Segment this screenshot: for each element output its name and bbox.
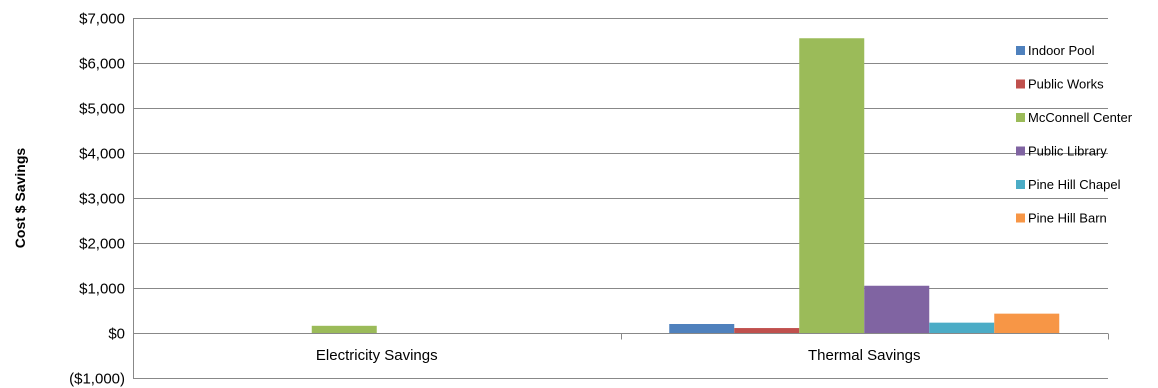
legend: Indoor Pool Public Works McConnell Center P…	[1016, 43, 1133, 226]
legend-swatch	[1016, 46, 1025, 55]
legend-label: Public Works	[1028, 77, 1104, 92]
legend-label: Public Library	[1028, 144, 1107, 159]
bar-mcconnell-center	[311, 325, 377, 333]
legend-swatch	[1016, 146, 1025, 156]
y-tick-label: $1,000	[79, 281, 125, 298]
y-axis-title: Cost $ Savings	[12, 148, 28, 249]
y-tick-label: ($1,000)	[69, 371, 125, 388]
bar-indoor-pool	[669, 324, 735, 333]
legend-swatch	[1016, 79, 1025, 89]
y-tick-label: $4,000	[79, 146, 125, 163]
y-tick-label: $5,000	[79, 101, 125, 118]
y-tick-label: $7,000	[79, 11, 125, 28]
legend-label: Indoor Pool	[1028, 43, 1095, 58]
legend-label: McConnell Center	[1028, 110, 1133, 125]
bar-pine-hill-barn	[994, 313, 1060, 333]
legend-label: Pine Hill Chapel	[1028, 177, 1121, 192]
category-labels: Electricity Savings Thermal Savings	[316, 347, 921, 364]
x-category-label: Electricity Savings	[316, 347, 438, 364]
bar-pine-hill-chapel	[929, 322, 995, 333]
x-category-label: Thermal Savings	[808, 347, 921, 364]
bar-public-library	[864, 285, 930, 333]
bars	[311, 38, 1060, 333]
y-tick-labels: ($1,000) $0 $1,000 $2,000 $3,000 $4,000 $5,000…	[69, 11, 125, 388]
y-tick-label: $6,000	[79, 56, 125, 73]
legend-swatch	[1016, 213, 1025, 223]
y-tick-label: $3,000	[79, 191, 125, 208]
axes	[133, 18, 1109, 378]
legend-swatch	[1016, 180, 1025, 189]
y-tick-label: $2,000	[79, 236, 125, 253]
bar-public-works	[734, 328, 800, 333]
bar-mcconnell-center	[799, 38, 865, 333]
legend-swatch	[1016, 113, 1025, 122]
y-tick-label: $0	[108, 326, 125, 343]
legend-label: Pine Hill Barn	[1028, 211, 1107, 226]
